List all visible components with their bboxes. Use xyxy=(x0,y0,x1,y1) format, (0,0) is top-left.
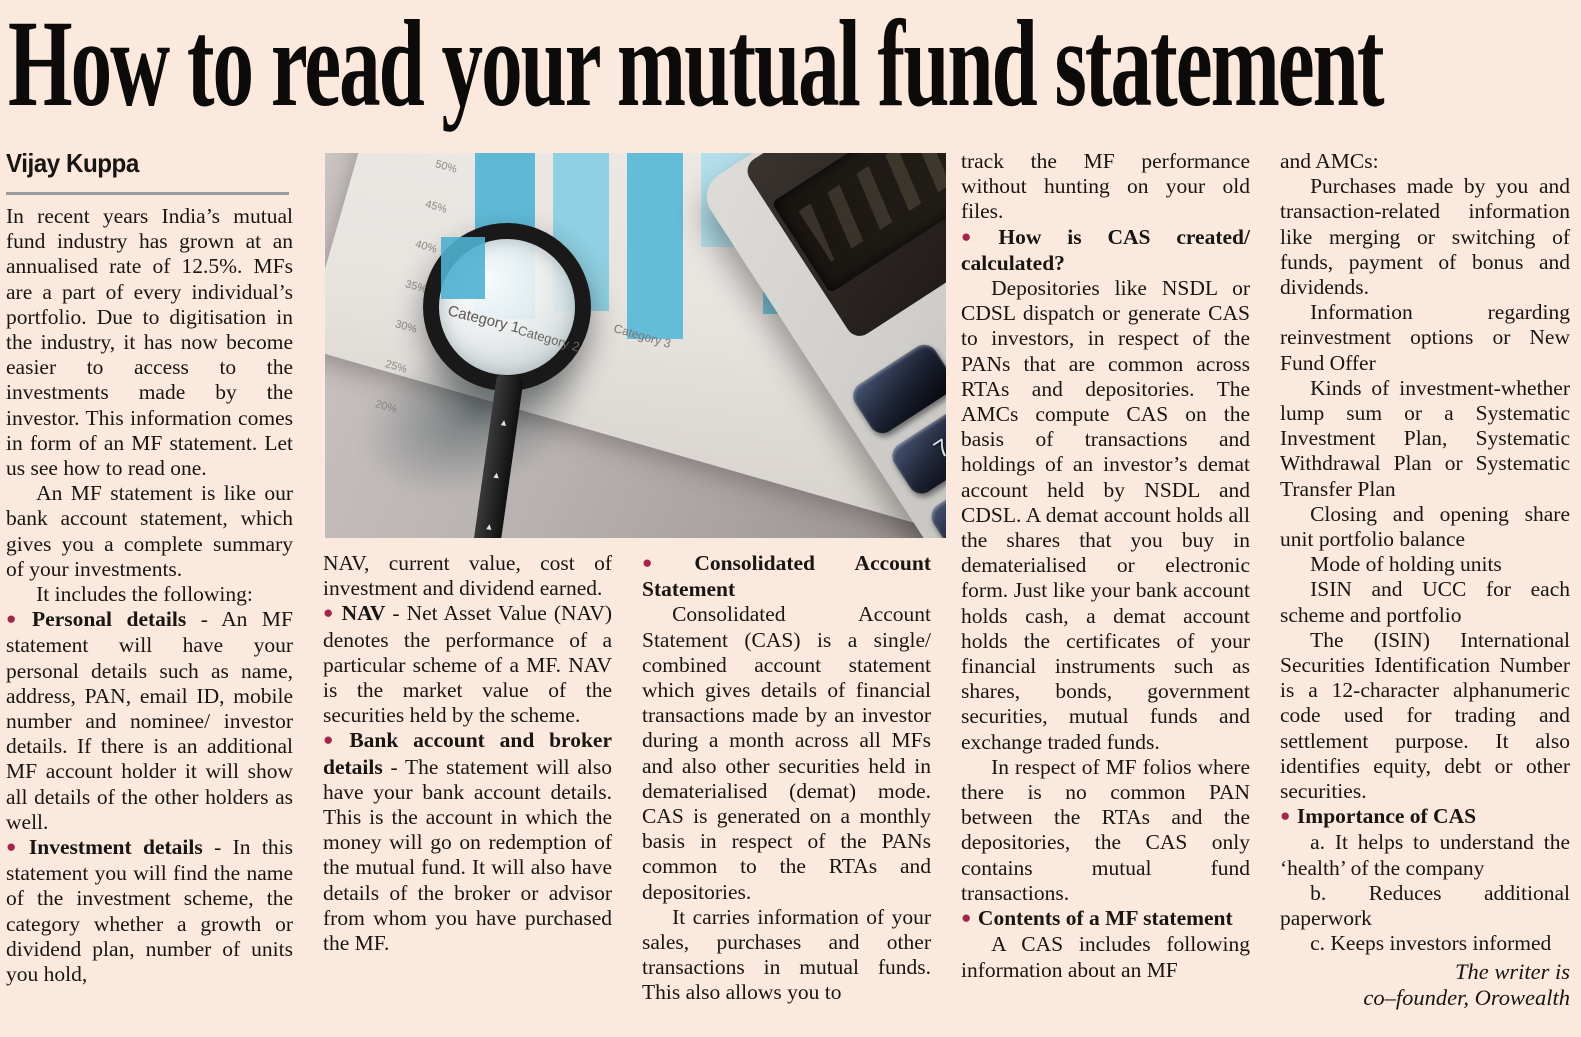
paragraph-lead: Importance of CAS xyxy=(1296,804,1477,829)
bullet-icon: ● xyxy=(323,730,343,750)
paragraph: Closing and opening share unit portfolio… xyxy=(1280,501,1570,552)
paragraph: In respect of MF folios where there is n… xyxy=(961,754,1250,905)
paragraph: ● Importance of CAS xyxy=(1280,804,1570,830)
paragraph-lead: Consolidated Account Statement xyxy=(642,551,931,602)
paragraph: ● Investment details - In this statement … xyxy=(6,835,293,987)
paragraph-lead: Contents of a MF statement xyxy=(977,906,1233,931)
paragraph: Kinds of investment-whether lump sum or … xyxy=(1280,375,1570,501)
paragraph: The (ISIN) International Securities Iden… xyxy=(1280,627,1570,804)
paragraph: It carries information of your sales, pu… xyxy=(642,904,931,1005)
paragraph: Information regarding reinvestment optio… xyxy=(1280,300,1570,375)
bullet-icon: ● xyxy=(961,226,992,246)
paragraph: b. Reduces additional paperwork xyxy=(1280,880,1570,931)
paragraph-lead: NAV xyxy=(341,601,386,626)
article-column-4: track the MF performance without hunting… xyxy=(961,149,1250,983)
paragraph: NAV, current value, cost of investment a… xyxy=(323,551,612,601)
article-photo: 50% 45% 40% 35% 30% 25% 20% Category 3 C… xyxy=(325,153,946,538)
byline-rule xyxy=(6,192,289,195)
bullet-icon: ● xyxy=(642,553,688,572)
paragraph: track the MF performance without hunting… xyxy=(961,149,1250,224)
bullet-icon: ● xyxy=(961,908,972,928)
author-signature: The writer is co–founder, Orowealth xyxy=(1280,959,1570,1011)
signature-line: co–founder, Orowealth xyxy=(1363,984,1570,1010)
paragraph: A CAS includes following information abo… xyxy=(961,932,1250,982)
magnified-category-label: Category 1 xyxy=(446,302,522,337)
paragraph: Depositories like NSDL or CDSL dispatch … xyxy=(961,276,1250,754)
paragraph: ● How is CAS created/ calculated? xyxy=(961,225,1250,276)
paragraph: c. Keeps investors informed xyxy=(1310,931,1552,956)
paragraph-lead: How is CAS created/ calculated? xyxy=(961,224,1250,275)
paragraph: a. It helps to understand the ‘health’ o… xyxy=(1280,830,1570,880)
article-column-3: ● Consolidated Account Statement Consolid… xyxy=(642,551,931,1006)
paragraph: ● NAV - Net Asset Value (NAV) denotes the… xyxy=(323,601,613,728)
paragraph: ● Personal details - An MF statement will… xyxy=(6,607,293,834)
article-column-5: and AMCs: Purchases made by you and tran… xyxy=(1280,149,1570,1011)
byline: Vijay Kuppa xyxy=(6,148,139,178)
paragraph: ● Contents of a MF statement xyxy=(961,906,1250,932)
magnifying-glass-lens: Category 1 Category 2 xyxy=(423,223,591,391)
paragraph: It includes the following: xyxy=(36,582,253,607)
paragraph: In recent years India’s mutual fund indu… xyxy=(6,204,293,481)
paragraph: ● Consolidated Account Statement xyxy=(642,551,931,602)
paragraph: and AMCs: xyxy=(1280,149,1379,173)
bullet-icon: ● xyxy=(6,609,26,629)
paragraph: Mode of holding units xyxy=(1310,552,1502,577)
page-title: How to read your mutual fund statement xyxy=(8,0,1384,132)
paragraph: ISIN and UCC for each scheme and portfol… xyxy=(1280,577,1570,627)
bullet-icon: ● xyxy=(1280,806,1291,826)
signature-line: The writer is xyxy=(1454,958,1570,984)
paragraph: ● Bank account and broker details - The s… xyxy=(323,728,612,956)
magnified-category-label: Category 2 xyxy=(516,322,582,355)
article-column-2: NAV, current value, cost of investment a… xyxy=(323,551,612,956)
article-column-1: In recent years India’s mutual fund indu… xyxy=(6,204,293,987)
paragraph-lead: Bank account and broker details xyxy=(323,728,612,779)
chart-bar xyxy=(627,153,683,339)
bullet-icon: ● xyxy=(323,603,336,623)
paragraph: Consolidated Account Statement (CAS) is … xyxy=(642,602,931,904)
paragraph-lead: Investment details xyxy=(28,835,203,860)
paragraph: An MF statement is like our bank account… xyxy=(6,481,293,581)
magnified-chart-bar xyxy=(441,237,485,299)
paragraph: Purchases made by you and transaction-re… xyxy=(1280,174,1570,300)
bullet-icon: ● xyxy=(6,837,23,857)
paragraph-lead: Personal details xyxy=(32,607,187,632)
